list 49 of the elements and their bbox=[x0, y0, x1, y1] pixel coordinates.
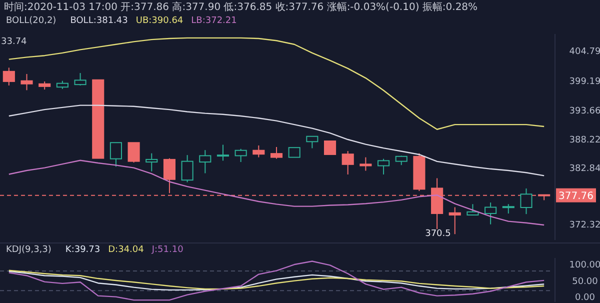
line-series bbox=[8, 160, 545, 226]
y-tick-label: 388.22 bbox=[569, 135, 600, 146]
candlestick bbox=[360, 156, 372, 172]
y-tick-label: 0.00 bbox=[574, 293, 596, 303]
candlestick bbox=[378, 158, 390, 175]
candlestick bbox=[395, 155, 408, 166]
candlestick bbox=[74, 72, 86, 86]
chart-title: 时间:2020-11-03 17:00 开:377.86 高:377.90 低:376.85 收:377.76 涨幅:-0.03%(-0.10) 振幅:0.28% bbox=[4, 1, 478, 13]
text: K:39.73 bbox=[65, 245, 100, 255]
y-tick-label: 399.19 bbox=[569, 76, 600, 87]
annotation: 33.74 bbox=[1, 37, 28, 47]
text: J:51.10 bbox=[150, 245, 184, 255]
candlestick bbox=[306, 136, 318, 149]
candlestick bbox=[163, 158, 176, 194]
candlestick bbox=[110, 142, 122, 168]
line-series bbox=[8, 260, 545, 301]
y-tick-label: 50.00 bbox=[572, 276, 598, 287]
series-label: UB:390.64 bbox=[136, 16, 184, 26]
text: D:34.04 bbox=[108, 245, 144, 255]
line-series bbox=[8, 104, 545, 176]
candlestick bbox=[324, 140, 336, 155]
candlestick bbox=[20, 73, 33, 91]
candlestick bbox=[342, 150, 354, 175]
candlestick bbox=[466, 204, 479, 216]
candlestick bbox=[2, 67, 15, 86]
candlestick bbox=[234, 148, 247, 163]
y-tick-label: 382.84 bbox=[569, 164, 600, 174]
candlestick bbox=[270, 146, 283, 160]
candlestick bbox=[181, 154, 194, 183]
candlestick bbox=[199, 150, 212, 174]
candlestick bbox=[128, 142, 140, 164]
chart-subtitle: BOLL(20,2) bbox=[6, 16, 56, 26]
candlestick bbox=[146, 152, 158, 172]
candlestick bbox=[288, 147, 300, 158]
candlestick bbox=[448, 206, 461, 235]
ref-line-label: 377.76 bbox=[558, 190, 594, 202]
y-tick-label: 404.79 bbox=[569, 46, 600, 57]
candlestick bbox=[484, 202, 497, 225]
text: BOLL:381.43 bbox=[70, 16, 128, 26]
chart-subtitle: KDJ(9,3,3) bbox=[6, 245, 52, 255]
candlestick bbox=[252, 144, 265, 158]
annotation: 370.5 bbox=[425, 229, 451, 240]
candlestick bbox=[520, 188, 532, 215]
candlestick bbox=[502, 204, 514, 214]
y-tick-label: 372.32 bbox=[569, 220, 600, 230]
candlestick bbox=[216, 144, 230, 162]
y-tick-label: 100.00 bbox=[569, 260, 600, 271]
text: LB:372.21 bbox=[191, 16, 237, 26]
y-tick-label: 393.66 bbox=[569, 106, 600, 116]
